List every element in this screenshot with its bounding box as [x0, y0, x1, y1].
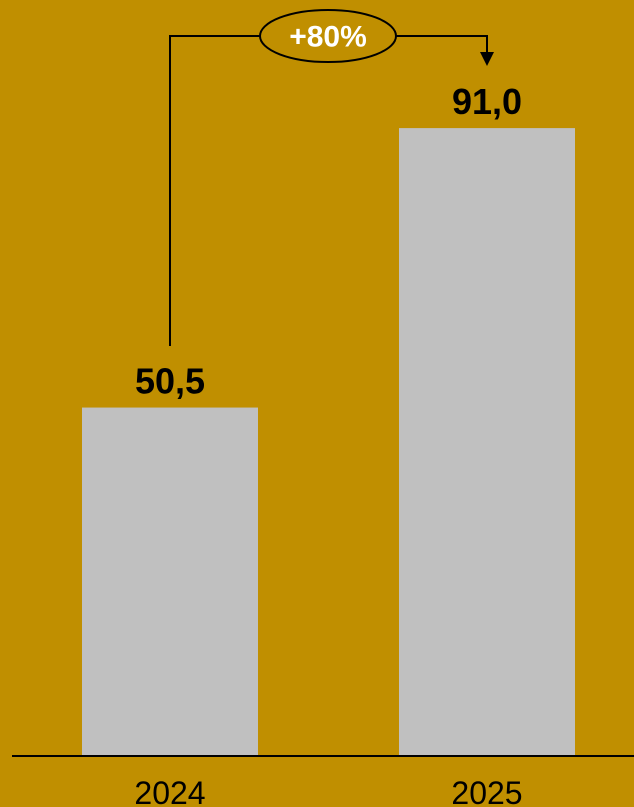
- value-label-2025: 91,0: [452, 81, 522, 122]
- growth-badge: [259, 9, 397, 63]
- growth-annotation: +80%: [169, 9, 494, 346]
- bar-2025: [399, 128, 575, 757]
- bars-layer: [82, 128, 575, 757]
- tick-labels-layer: 2024 2025: [134, 775, 522, 807]
- value-labels-layer: 50,5 91,0: [135, 81, 522, 401]
- growth-percentage-label: +80%: [289, 21, 367, 54]
- value-label-2024: 50,5: [135, 361, 205, 402]
- tick-label-2024: 2024: [134, 775, 205, 807]
- bar-2024: [82, 407, 258, 756]
- tick-label-2025: 2025: [451, 775, 522, 807]
- growth-arrow-icon: [480, 52, 494, 66]
